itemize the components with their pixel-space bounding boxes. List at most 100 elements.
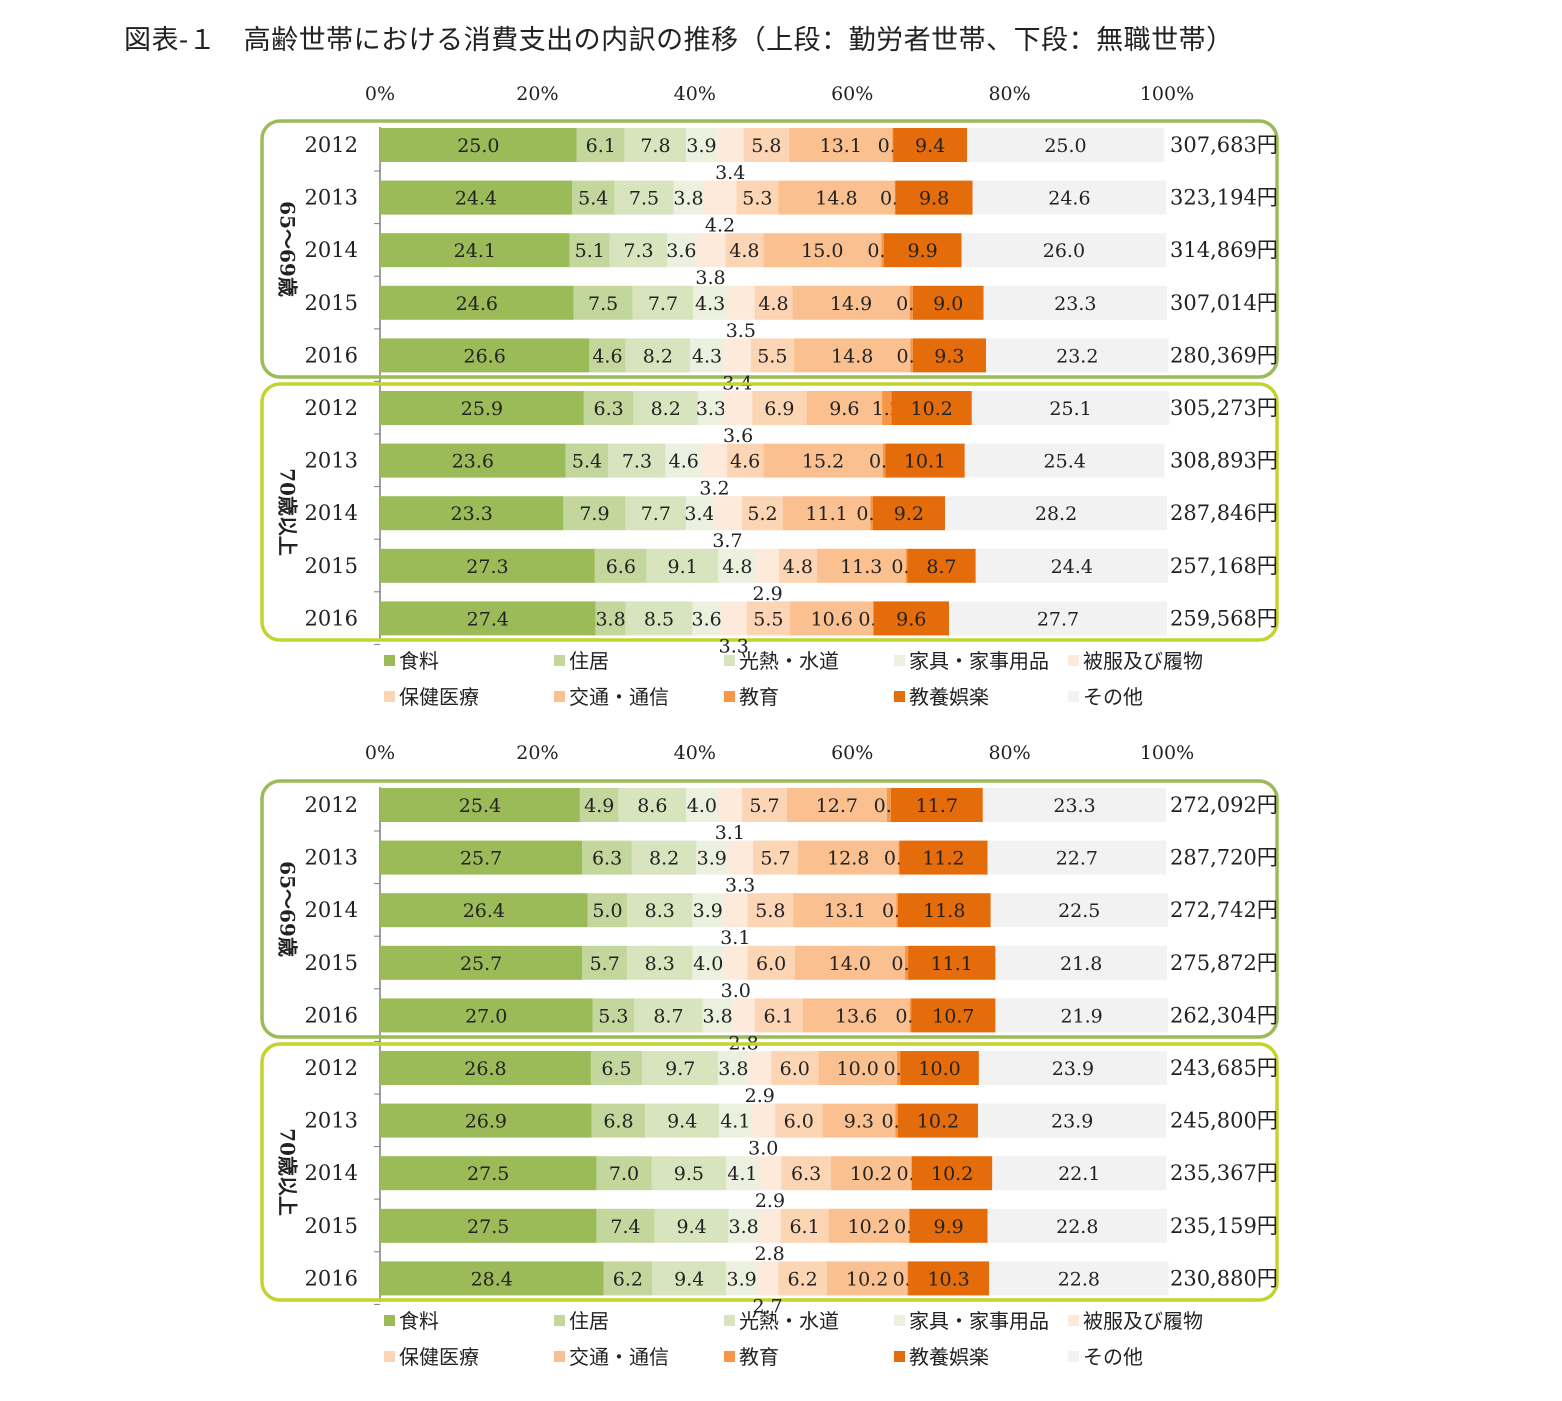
bar-segment: [673, 180, 704, 215]
bar-value-label: 3.3: [725, 875, 755, 897]
bar-value-label: 3.3: [696, 398, 726, 420]
bar-segment: [665, 443, 702, 478]
year-label: 2013: [305, 449, 358, 473]
bar-segment: [763, 443, 883, 478]
group-label: 65〜69歳: [276, 861, 300, 957]
bar-value-label: 5.2: [747, 503, 777, 525]
bar-value-label: 26.9: [465, 1111, 507, 1133]
bar-segment: [591, 1103, 646, 1138]
bar-value-label: 10.2: [911, 398, 953, 420]
bar-value-label: 4.0: [693, 953, 723, 975]
bar-segment: [945, 496, 1167, 531]
bar-value-label: 4.6: [592, 345, 622, 367]
bar-segment: [589, 338, 626, 373]
bar-segment: [380, 391, 584, 425]
year-label: 2015: [305, 291, 358, 315]
legend-swatch: [894, 1315, 905, 1326]
bar-segment: [987, 1208, 1167, 1243]
bar-value-label: 5.8: [755, 900, 785, 922]
bar-value-label: 5.5: [753, 608, 783, 630]
bar-segment: [989, 1261, 1169, 1296]
bar-segment: [587, 893, 628, 928]
bar-segment: [696, 840, 728, 875]
bar-segment: [596, 1156, 652, 1191]
bar-value-label: 6.3: [594, 398, 624, 420]
bar-value-label: 23.3: [451, 503, 493, 525]
bar-segment: [627, 893, 693, 928]
bar-segment: [692, 893, 724, 928]
bar-segment: [818, 1051, 898, 1085]
bar-segment: [978, 1103, 1167, 1138]
year-label: 2015: [305, 1214, 358, 1238]
bar-value-label: 3.8: [718, 1058, 748, 1080]
bar-value-label: 13.6: [835, 1005, 877, 1027]
bar-value-label: 3.4: [684, 503, 714, 525]
bar-value-label: 4.3: [692, 345, 722, 367]
bar-segment: [870, 496, 873, 531]
bar-value-label: 8.2: [651, 398, 681, 420]
legend-item: 保健医療: [399, 1345, 479, 1369]
bar-value-label: 5.3: [742, 188, 772, 210]
bar-segment: [652, 1261, 727, 1296]
bar-segment: [380, 1156, 597, 1191]
bar-value-label: 23.9: [1051, 1111, 1093, 1133]
bar-segment: [778, 180, 895, 215]
bar-segment: [582, 945, 628, 980]
bar-segment: [702, 998, 733, 1033]
bar-value-label: 7.5: [588, 293, 618, 315]
bar-value-label: 10.0: [918, 1058, 960, 1080]
bar-segment: [751, 1103, 776, 1138]
bar-segment: [995, 998, 1168, 1033]
legend-swatch: [724, 1315, 735, 1326]
bar-value-label: 9.7: [665, 1058, 695, 1080]
bar-value-label: 5.4: [578, 188, 608, 210]
bar-value-label: 5.7: [590, 953, 620, 975]
bar-value-label: 9.4: [677, 1216, 707, 1238]
bar-segment: [754, 285, 793, 320]
bar-segment: [992, 1156, 1167, 1191]
bar-segment: [603, 1261, 653, 1296]
bar-value-label: 3.8: [595, 608, 625, 630]
bar-value-label: 11.3: [840, 556, 882, 578]
bar-segment: [790, 601, 874, 636]
bar-segment: [883, 233, 962, 268]
bar-segment: [380, 443, 566, 478]
bar-value-label: 25.1: [1049, 398, 1091, 420]
bar-value-label: 21.8: [1060, 953, 1102, 975]
bar-segment: [990, 893, 1168, 928]
bar-value-label: 26.8: [464, 1058, 506, 1080]
bar-value-label: 3.8: [728, 1216, 758, 1238]
bar-segment: [909, 1208, 988, 1243]
bar-value-label: 13.1: [824, 900, 866, 922]
bar-segment: [718, 1051, 749, 1085]
bar-segment: [646, 548, 719, 583]
bar-segment: [904, 945, 909, 980]
bar-value-label: 10.6: [811, 608, 853, 630]
bar-value-label: 25.4: [1044, 451, 1086, 473]
bar-value-label: 8.7: [653, 1005, 683, 1027]
bar-value-label: 11.1: [931, 953, 973, 975]
bar-segment: [995, 945, 1167, 980]
legend-swatch: [724, 691, 735, 702]
bar-value-label: 21.9: [1060, 1005, 1102, 1027]
year-label: 2014: [305, 501, 358, 525]
bar-value-label: 3.9: [686, 135, 716, 157]
group-label: 70歳以上: [276, 1128, 300, 1216]
legend-item: 食料: [399, 1309, 439, 1333]
bar-value-label: 7.7: [641, 503, 671, 525]
row-total-label: 280,369円: [1170, 343, 1278, 367]
bar-segment: [727, 285, 755, 320]
bar-segment: [806, 391, 883, 425]
legend-item: 家具・家事用品: [909, 1309, 1049, 1333]
bar-segment: [911, 998, 996, 1033]
year-label: 2016: [305, 1266, 358, 1290]
page-title: 図表‐１ 高齢世帯における消費支出の内訳の推移（上段：勤労者世帯、下段：無職世帯…: [124, 25, 1234, 56]
bar-value-label: 9.4: [667, 1111, 697, 1133]
bar-value-label: 8.7: [926, 556, 956, 578]
bar-value-label: 22.1: [1058, 1163, 1100, 1185]
legend-swatch: [894, 1351, 905, 1362]
bar-segment: [380, 840, 583, 875]
legend-item: 教養娯楽: [909, 685, 989, 709]
bar-value-label: 11.8: [923, 900, 965, 922]
